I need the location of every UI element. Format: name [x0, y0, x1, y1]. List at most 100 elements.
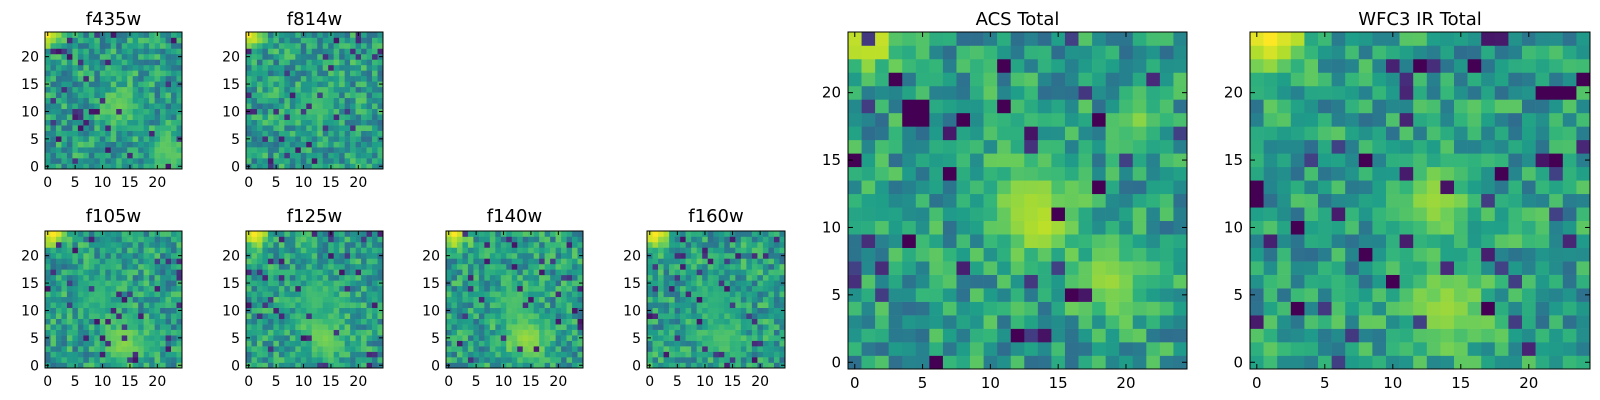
heatmap-cell: [171, 53, 177, 60]
heatmap-cell: [77, 81, 84, 88]
heatmap-cell: [116, 136, 123, 142]
heatmap-cell: [322, 269, 329, 276]
heatmap-cell: [691, 231, 697, 237]
heatmap-cell: [306, 92, 313, 99]
heatmap-cell: [970, 32, 984, 46]
heatmap-cell: [116, 280, 123, 287]
heatmap-cell: [176, 141, 183, 148]
heatmap-cell: [77, 247, 84, 254]
heatmap-cell: [311, 296, 318, 303]
heatmap-cell: [997, 315, 1012, 329]
heatmap-cell: [251, 335, 258, 341]
heatmap-cell: [116, 141, 123, 148]
heatmap-cell: [1173, 112, 1188, 127]
heatmap-cell: [317, 48, 324, 55]
heatmap-cell: [1064, 166, 1079, 181]
heatmap-cell: [970, 193, 984, 208]
heatmap-cell: [105, 86, 112, 93]
heatmap-cell: [718, 335, 725, 341]
heatmap-cell: [517, 351, 524, 358]
heatmap-cell: [718, 307, 725, 314]
heatmap-cell: [1064, 193, 1079, 208]
heatmap-cell: [1037, 355, 1052, 370]
heatmap-cell: [138, 313, 144, 319]
heatmap-cell: [377, 114, 384, 120]
heatmap-cell: [1454, 342, 1468, 356]
heatmap-cell: [1372, 342, 1387, 356]
heatmap-cell: [1358, 274, 1373, 289]
heatmap-cell: [674, 258, 681, 265]
heatmap-cell: [942, 193, 957, 208]
heatmap-cell: [1024, 112, 1039, 127]
heatmap-cell: [262, 119, 269, 126]
heatmap-cell: [757, 263, 764, 270]
heatmap-cell: [143, 42, 150, 49]
heatmap-cell: [300, 285, 307, 292]
heatmap-cell: [143, 81, 150, 88]
heatmap-cell: [577, 313, 584, 319]
heatmap-cell: [295, 114, 302, 120]
heatmap-cell: [350, 247, 356, 254]
heatmap-cell: [861, 32, 876, 46]
heatmap-cell: [267, 86, 274, 93]
heatmap-cell: [306, 258, 313, 265]
heatmap-cell: [121, 136, 128, 142]
heatmap-cell: [539, 258, 545, 265]
heatmap-cell: [875, 234, 889, 248]
heatmap-cell: [45, 70, 51, 77]
heatmap-cell: [1318, 315, 1332, 329]
heatmap-cell: [751, 263, 758, 270]
heatmap-cell: [652, 291, 659, 298]
heatmap-cell: [127, 48, 133, 55]
heatmap-cell: [83, 147, 90, 153]
heatmap-cell: [446, 329, 452, 336]
heatmap-cell: [1173, 274, 1188, 289]
heatmap-cell: [66, 141, 73, 148]
heatmap-cell: [372, 141, 378, 148]
heatmap-cell: [289, 241, 296, 248]
heatmap-cell: [500, 236, 507, 243]
heatmap-cell: [762, 335, 769, 341]
heatmap-cell: [1159, 247, 1174, 262]
heatmap-cell: [88, 285, 95, 292]
heatmap-cell: [1386, 261, 1400, 275]
heatmap-cell: [278, 125, 285, 131]
heatmap-cell: [467, 302, 474, 309]
heatmap-cell: [746, 231, 753, 237]
heatmap-cell: [1345, 234, 1360, 248]
heatmap-cell: [289, 114, 296, 120]
heatmap-cell: [669, 252, 675, 259]
heatmap-cell: [746, 236, 753, 243]
heatmap-cell: [295, 141, 302, 148]
heatmap-cell: [300, 125, 307, 131]
heatmap-cell: [361, 86, 367, 93]
heatmap-cell: [149, 280, 155, 287]
heatmap-cell: [762, 302, 769, 309]
heatmap-cell: [110, 307, 117, 314]
heatmap-cell: [300, 59, 307, 66]
heatmap-cell: [446, 263, 452, 270]
heatmap-cell: [61, 269, 68, 276]
heatmap-cell: [355, 92, 362, 99]
heatmap-cell: [344, 258, 351, 265]
heatmap-cell: [456, 291, 463, 298]
heatmap-cell: [1119, 139, 1134, 154]
heatmap-cell: [83, 136, 90, 142]
heatmap-cell: [707, 241, 714, 248]
heatmap-cell: [446, 236, 452, 243]
heatmap-cell: [246, 103, 252, 110]
heatmap-cell: [1105, 355, 1120, 370]
heatmap-cell: [1345, 301, 1360, 316]
heatmap-cell: [652, 258, 659, 265]
panel-title: f125w: [287, 206, 342, 227]
heatmap-cell: [138, 119, 144, 126]
heatmap-cell: [121, 351, 128, 358]
heatmap-cell: [1037, 85, 1052, 100]
heatmap-cell: [311, 291, 318, 298]
heatmap-cell: [262, 53, 269, 60]
heatmap-cell: [149, 64, 155, 71]
heatmap-cell: [110, 70, 117, 77]
heatmap-cell: [149, 362, 155, 369]
heatmap-cell: [121, 340, 128, 347]
